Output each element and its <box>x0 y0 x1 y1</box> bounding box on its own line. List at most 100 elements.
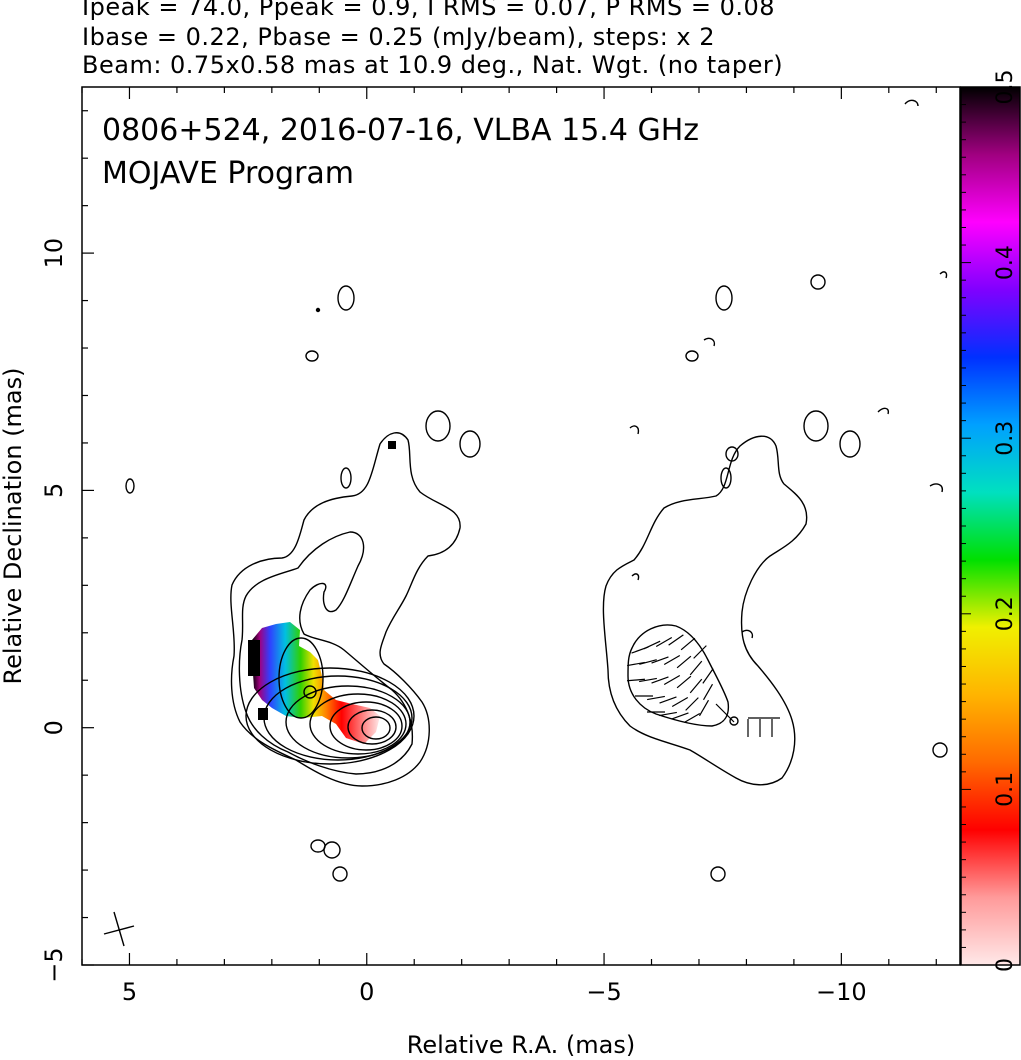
restoring-beam <box>103 911 135 947</box>
noise-blob <box>305 350 319 362</box>
pol-noise-arc <box>703 337 716 347</box>
noise-dot <box>315 307 321 313</box>
contour-level-9 <box>361 716 391 740</box>
contour-level-2 <box>238 531 414 775</box>
evpa-tick <box>643 640 661 650</box>
colorbar-ticks: 0 0.1 0.2 0.3 0.4 0.5 <box>961 70 1018 972</box>
pol-core-marker <box>729 716 739 726</box>
evpa-tick <box>651 656 669 664</box>
evpa-tick <box>676 655 692 669</box>
noise-blob <box>323 841 341 859</box>
noise-blob <box>332 866 348 882</box>
pol-noise-blob <box>803 410 829 442</box>
component-inner-contour <box>303 685 317 699</box>
header-peak-rms: Ipeak = 74.0, Ppeak = 0.9, I RMS = 0.07,… <box>82 0 776 21</box>
pol-contour-level-1 <box>602 435 808 786</box>
evpa-tick <box>702 683 714 701</box>
contour-level-7 <box>329 701 403 751</box>
pol-noise-arc <box>929 483 944 493</box>
evpa-tick <box>689 660 703 676</box>
colorbar-tick-label: 0 <box>993 958 1018 972</box>
pol-noise-blob <box>685 350 699 362</box>
evpa-tick <box>663 654 681 666</box>
pol-noise-blob <box>725 446 739 462</box>
evpa-tick <box>663 674 681 686</box>
y-tick-label: −5 <box>40 947 68 982</box>
contour-level-4 <box>263 675 413 761</box>
pol-noise-blob <box>839 430 861 458</box>
x-axis-label: Relative R.A. (mas) <box>407 1031 635 1059</box>
evpa-tick <box>651 676 669 684</box>
colorbar-tick-label: 0.5 <box>993 70 1018 105</box>
pol-noise-blob <box>710 866 726 882</box>
contour-level-6 <box>309 693 407 755</box>
evpa-tick <box>647 695 665 701</box>
noise-blob <box>310 839 326 853</box>
contour-level-5 <box>285 685 411 759</box>
pol-noise-arc <box>631 573 640 581</box>
x-tick-label: −5 <box>586 978 621 1006</box>
axis-ticks <box>81 87 937 966</box>
evpa-tick <box>655 636 673 648</box>
contour-level-3 <box>245 667 415 765</box>
contour-level-1 <box>230 432 461 787</box>
pol-noise-blob <box>715 285 733 311</box>
fractional-polarization-image <box>248 441 396 744</box>
x-tick-label: 0 <box>359 978 374 1006</box>
evpa-tick <box>627 661 645 667</box>
colorbar-tick-label: 0.2 <box>993 596 1018 631</box>
pol-contour-level-2 <box>627 624 730 727</box>
evpa-tick <box>698 699 710 717</box>
evpa-tick <box>668 634 684 646</box>
pol-noise-arc <box>939 271 948 279</box>
pol-noise-blob <box>932 742 948 758</box>
evpa-tick <box>715 703 735 723</box>
evpa-tick <box>680 637 696 651</box>
evpa-tick <box>693 645 707 659</box>
x-tick-label: −10 <box>816 978 867 1006</box>
contour-level-8 <box>347 709 397 745</box>
pol-noise-blob <box>810 274 826 290</box>
evpa-tick <box>685 697 699 711</box>
noise-blob <box>337 285 355 311</box>
evpa-tick <box>659 696 677 704</box>
evpa-tick <box>639 659 657 665</box>
evpa-tick <box>676 675 692 689</box>
evpa-vectors <box>626 634 780 737</box>
evpa-tick <box>626 678 646 682</box>
colorbar-tick-label: 0.4 <box>993 245 1018 280</box>
evpa-tick <box>689 678 703 694</box>
total-intensity-contours <box>125 285 481 882</box>
noise-blob <box>125 478 135 494</box>
header-beam: Beam: 0.75x0.58 mas at 10.9 deg., Nat. W… <box>82 51 784 79</box>
pol-noise-arc <box>904 99 919 107</box>
polarized-intensity-contours <box>602 99 948 882</box>
header-base-steps: Ibase = 0.22, Pbase = 0.25 (mJy/beam), s… <box>82 23 716 51</box>
noise-blob <box>425 410 451 442</box>
colorbar-tick-label: 0.3 <box>993 421 1018 456</box>
x-tick-label: 5 <box>122 978 137 1006</box>
colorbar-tick-label: 0.1 <box>993 772 1018 807</box>
y-axis-label: Relative Declination (mas) <box>0 367 27 684</box>
evpa-tick <box>639 677 657 683</box>
evpa-tick <box>671 696 689 708</box>
evpa-tick <box>702 668 714 684</box>
axis-tick-labels: 5 0 −5 −10 −5 0 5 10 <box>40 238 867 1006</box>
noise-blob <box>459 430 481 458</box>
pol-noise-arc <box>877 407 890 415</box>
chart-subtitle: MOJAVE Program <box>102 156 354 191</box>
pol-noise-blob <box>720 467 732 489</box>
colorbar: 0 0.1 0.2 0.3 0.4 0.5 <box>960 70 1021 972</box>
y-tick-label: 5 <box>40 483 68 498</box>
component-contour <box>278 637 324 719</box>
colorbar-gradient <box>960 86 1021 966</box>
evpa-tick <box>683 712 701 724</box>
y-tick-label: 0 <box>40 720 68 735</box>
y-tick-label: 10 <box>40 238 68 269</box>
noise-blob <box>340 467 352 489</box>
plot-frame <box>81 86 961 966</box>
pol-noise-arc <box>629 425 640 435</box>
evpa-tick <box>671 712 689 720</box>
chart-title: 0806+524, 2016-07-16, VLBA 15.4 GHz <box>102 113 699 148</box>
